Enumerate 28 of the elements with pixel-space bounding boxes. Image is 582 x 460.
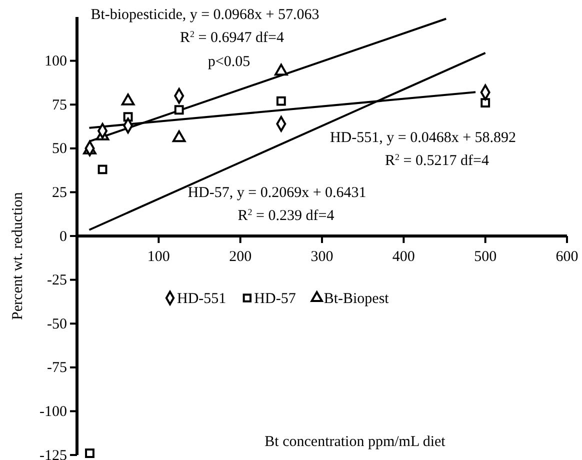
x-tick-label: 600 bbox=[556, 249, 578, 265]
annotation: HD-57, y = 0.2069x + 0.6431 bbox=[188, 185, 366, 201]
annotation: HD-551, y = 0.0468x + 58.892 bbox=[330, 130, 516, 146]
legend-label: HD-551 bbox=[177, 291, 226, 307]
x-tick-label: 200 bbox=[229, 249, 252, 265]
y-tick-label: -125 bbox=[40, 448, 67, 460]
y-tick-label: 75 bbox=[52, 97, 67, 114]
y-tick-label: 25 bbox=[52, 185, 67, 201]
x-axis-title: Bt concentration ppm/mL diet bbox=[264, 434, 446, 450]
x-tick-label: 100 bbox=[147, 249, 170, 265]
y-tick-label: 50 bbox=[52, 141, 67, 158]
y-tick-label: -25 bbox=[47, 272, 67, 289]
y-tick-label: -100 bbox=[40, 404, 67, 420]
y-tick-label: -50 bbox=[47, 316, 67, 332]
x-tick-label: 300 bbox=[310, 249, 334, 265]
y-tick-label: 0 bbox=[60, 228, 67, 245]
annotation: R$^{2}$ = 0.6947 df=4 bbox=[180, 29, 284, 46]
annotation: R$^{2}$ = 0.239 df=4 bbox=[238, 207, 335, 224]
y-tick-label: -75 bbox=[47, 360, 67, 376]
annotation: p<0.05 bbox=[208, 54, 250, 70]
annotation: Bt-biopesticide, y = 0.0968x + 57.063 bbox=[90, 7, 320, 23]
legend-label: Bt-Biopest bbox=[324, 291, 390, 307]
x-tick-label: 500 bbox=[474, 249, 497, 265]
annotation: R$^{2}$ = 0.5217 df=4 bbox=[385, 152, 490, 169]
legend-label: HD-57 bbox=[254, 291, 296, 307]
y-tick-label: 100 bbox=[44, 54, 67, 70]
x-tick-label: 400 bbox=[392, 249, 415, 265]
y-axis-title: Percent wt. reduction bbox=[10, 192, 26, 320]
